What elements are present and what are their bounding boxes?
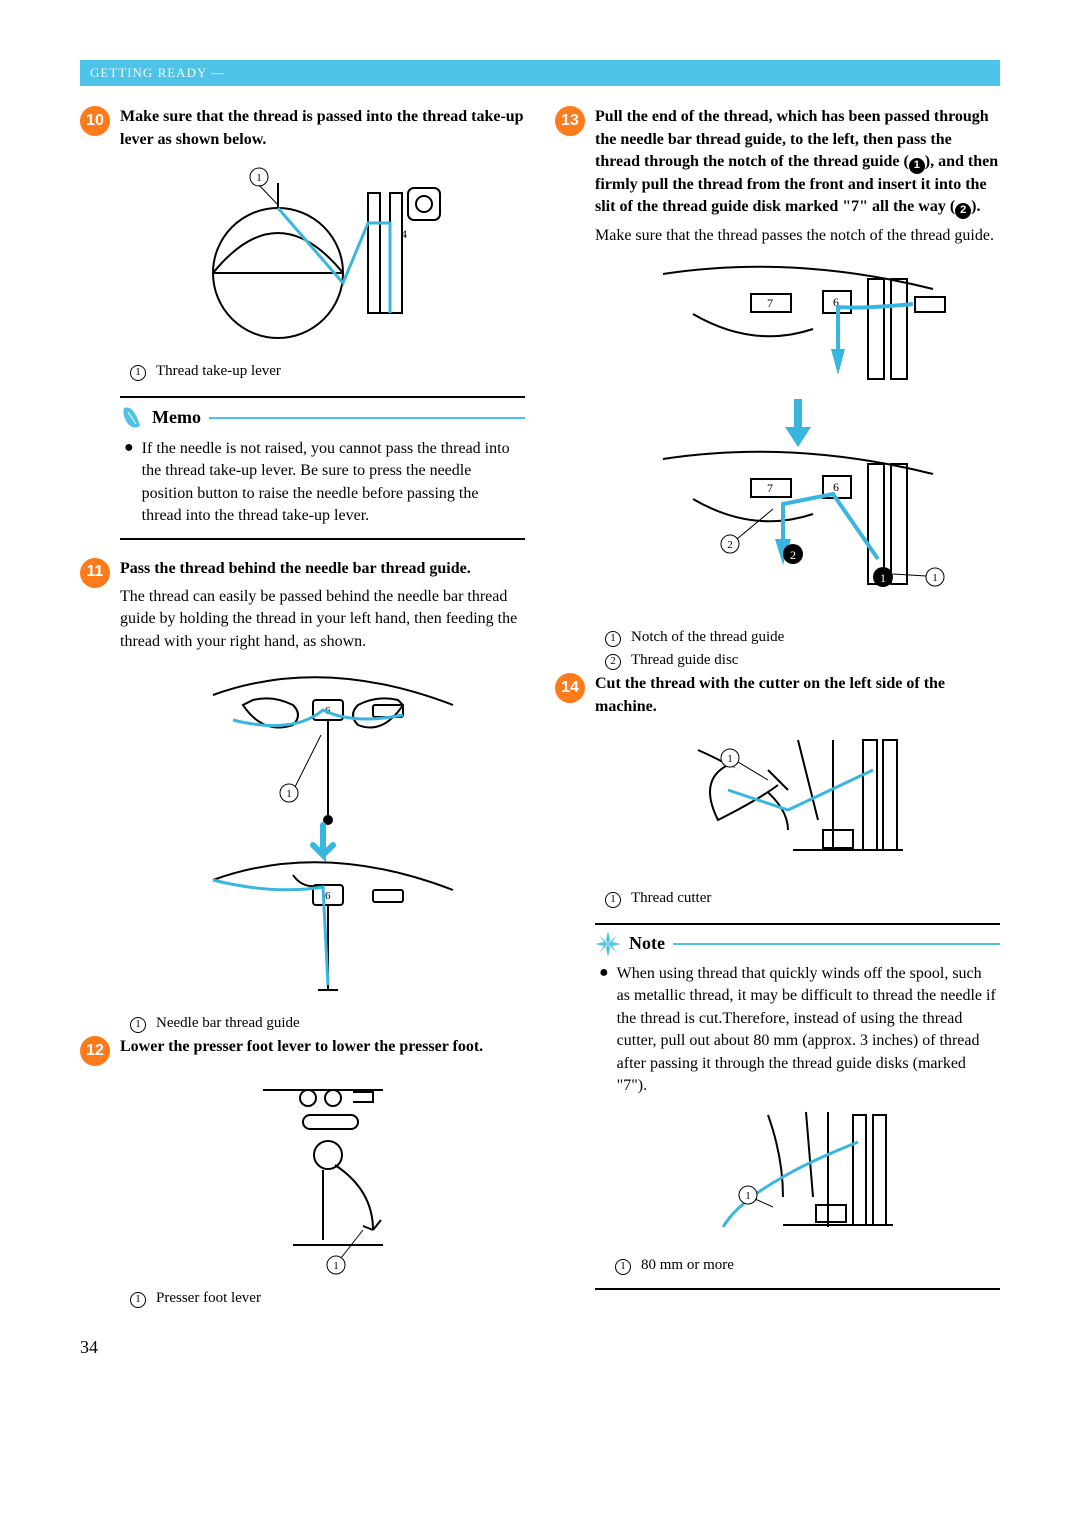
caption-num: 1 — [605, 631, 621, 647]
t13c: ). — [971, 198, 980, 215]
svg-text:7: 7 — [767, 296, 773, 310]
svg-text:1: 1 — [333, 1260, 339, 1272]
caption-text: Thread guide disc — [631, 650, 738, 671]
svg-text:7: 7 — [767, 481, 773, 495]
step-badge-14: 14 — [555, 673, 585, 703]
figure-step-10: 1 4 — [120, 163, 525, 353]
figure-step-13: 7 6 7 6 — [595, 259, 1000, 619]
svg-text:6: 6 — [325, 890, 331, 902]
step-10-title: Make sure that the thread is passed into… — [120, 106, 525, 151]
caption-step-13: 1 Notch of the thread guide 2 Thread gui… — [605, 627, 1000, 671]
inline-mark-1: 1 — [909, 158, 925, 174]
section-title: GETTING READY — [90, 65, 207, 80]
note-heading: Note — [629, 931, 665, 956]
caption-step-11: 1 Needle bar thread guide — [130, 1013, 525, 1034]
svg-text:2: 2 — [727, 539, 733, 551]
svg-text:1: 1 — [286, 788, 292, 800]
step-badge-11: 11 — [80, 558, 110, 588]
figure-step-12: 1 — [120, 1070, 525, 1280]
svg-text:1: 1 — [880, 571, 886, 585]
caption-num: 1 — [130, 365, 146, 381]
caption-num: 1 — [615, 1259, 631, 1275]
note-rule — [673, 943, 1000, 945]
step-14-title: Cut the thread with the cutter on the le… — [595, 673, 1000, 718]
step-10: 10 Make sure that the thread is passed i… — [80, 106, 525, 151]
memo-header: Memo — [120, 398, 525, 434]
caption-note: 1 80 mm or more — [615, 1255, 1000, 1276]
header-dash: — — [211, 65, 225, 80]
right-column: 13 Pull the end of the thread, which has… — [555, 106, 1000, 1311]
caption-text: 80 mm or more — [641, 1255, 734, 1276]
caption-text: Thread cutter — [631, 888, 711, 909]
step-11: 11 Pass the thread behind the needle bar… — [80, 558, 525, 654]
figure-note: 1 — [605, 1107, 1000, 1247]
step-11-title: Pass the thread behind the needle bar th… — [120, 558, 525, 580]
step-badge-12: 12 — [80, 1036, 110, 1066]
inline-mark-2: 2 — [955, 203, 971, 219]
svg-text:1: 1 — [745, 1190, 751, 1202]
step-badge-10: 10 — [80, 106, 110, 136]
page-columns: 10 Make sure that the thread is passed i… — [80, 106, 1000, 1311]
caption-text: Presser foot lever — [156, 1288, 261, 1309]
svg-text:4: 4 — [401, 227, 407, 241]
memo-heading: Memo — [152, 405, 201, 430]
bullet-dot: ● — [124, 438, 134, 528]
caption-num: 1 — [130, 1292, 146, 1308]
svg-text:1: 1 — [932, 572, 938, 584]
caption-step-10: 1 Thread take-up lever — [130, 361, 525, 382]
note-star-icon — [595, 931, 621, 957]
step-badge-13: 13 — [555, 106, 585, 136]
bullet-dot: ● — [599, 963, 609, 1097]
caption-step-14: 1 Thread cutter — [605, 888, 1000, 909]
page-number: 34 — [80, 1335, 1000, 1360]
figure-step-11: 6 1 6 — [120, 665, 525, 1005]
note-box: Note ● When using thread that quickly wi… — [595, 923, 1000, 1290]
memo-bullet: ● If the needle is not raised, you canno… — [120, 434, 525, 528]
note-text: When using thread that quickly winds off… — [617, 963, 996, 1097]
caption-num: 2 — [605, 654, 621, 670]
note-header: Note — [595, 925, 1000, 959]
svg-text:1: 1 — [256, 172, 262, 184]
svg-text:2: 2 — [790, 548, 796, 562]
memo-box: Memo ● If the needle is not raised, you … — [120, 396, 525, 540]
step-11-body: The thread can easily be passed behind t… — [120, 586, 525, 653]
step-12-title: Lower the presser foot lever to lower th… — [120, 1036, 525, 1058]
figure-step-14: 1 — [595, 730, 1000, 880]
caption-step-12: 1 Presser foot lever — [130, 1288, 525, 1309]
step-13-title: Pull the end of the thread, which has be… — [595, 106, 1000, 219]
section-header: GETTING READY — — [80, 60, 1000, 86]
step-13: 13 Pull the end of the thread, which has… — [555, 106, 1000, 247]
memo-text: If the needle is not raised, you cannot … — [142, 438, 521, 528]
caption-text: Notch of the thread guide — [631, 627, 784, 648]
step-14: 14 Cut the thread with the cutter on the… — [555, 673, 1000, 718]
memo-rule — [209, 417, 525, 419]
caption-text: Thread take-up lever — [156, 361, 281, 382]
caption-num: 1 — [605, 892, 621, 908]
memo-icon — [120, 404, 144, 432]
left-column: 10 Make sure that the thread is passed i… — [80, 106, 525, 1311]
step-13-body: Make sure that the thread passes the not… — [595, 225, 1000, 247]
note-bullet: ● When using thread that quickly winds o… — [595, 959, 1000, 1097]
caption-text: Needle bar thread guide — [156, 1013, 300, 1034]
caption-num: 1 — [130, 1017, 146, 1033]
svg-text:1: 1 — [727, 753, 733, 765]
step-12: 12 Lower the presser foot lever to lower… — [80, 1036, 525, 1058]
